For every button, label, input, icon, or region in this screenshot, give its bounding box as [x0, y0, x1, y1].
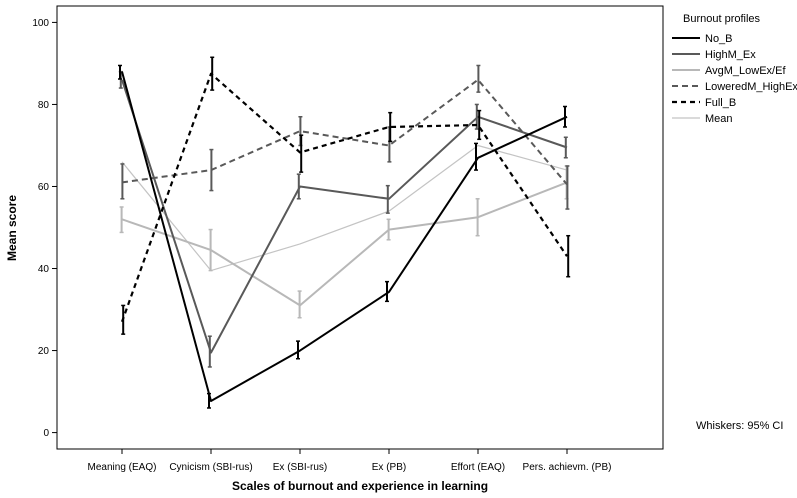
x-tick-label: Meaning (EAQ)	[88, 462, 157, 473]
ci-whisker	[118, 64, 122, 80]
series-line-avgm-lowex-ef	[121, 181, 568, 307]
ci-whisker	[297, 290, 302, 319]
legend-item-loweredm-highex-ef: LoweredM_HighEx/Ef	[672, 81, 797, 93]
legend-item-highm-ex: HighM_Ex	[672, 49, 756, 61]
series-full-b	[120, 56, 571, 335]
y-axis-title: Mean score	[5, 195, 19, 261]
ci-whisker	[208, 228, 213, 272]
ci-whisker	[388, 111, 393, 143]
legend-item-no-b: No_B	[672, 33, 733, 45]
ci-whisker	[563, 136, 568, 159]
y-tick-label: 0	[43, 428, 49, 439]
ci-whisker	[566, 234, 571, 278]
ci-whisker	[386, 218, 391, 241]
y-tick-label: 40	[38, 264, 50, 275]
ci-whisker	[563, 105, 567, 128]
ci-whisker	[119, 206, 124, 234]
series-highm-ex	[118, 70, 568, 368]
legend: Burnout profiles No_B HighM_Ex AvgM_LowEx/…	[672, 13, 797, 125]
ci-whisker	[120, 163, 125, 200]
x-tick-label: Cynicism (SBI-rus)	[169, 462, 252, 473]
x-tick-label: Ex (SBI-rus)	[273, 462, 327, 473]
x-tick-label: Pers. achievm. (PB)	[523, 462, 612, 473]
legend-item-avgm-lowex-ef: AvgM_LowEx/Ef	[672, 65, 786, 77]
legend-title: Burnout profiles	[683, 13, 761, 25]
series-layer	[118, 56, 571, 409]
ci-whisker	[209, 148, 214, 192]
y-tick-label: 60	[38, 182, 50, 193]
ci-whisker	[385, 184, 390, 214]
ci-whisker	[296, 340, 300, 360]
x-tick-label: Effort (EAQ)	[451, 462, 505, 473]
legend-label: Full_B	[705, 97, 736, 109]
y-axis: 0 20 40 60 80 100	[32, 18, 57, 439]
x-axis-title: Scales of burnout and experience in lear…	[232, 479, 488, 493]
ci-whisker	[210, 56, 215, 91]
legend-label: LoweredM_HighEx/Ef	[705, 81, 797, 93]
legend-label: AvgM_LowEx/Ef	[705, 65, 786, 77]
legend-label: Mean	[705, 113, 733, 125]
ci-whisker	[207, 392, 211, 409]
ci-note: Whiskers: 95% CI	[696, 420, 783, 432]
legend-item-mean: Mean	[672, 113, 733, 125]
ci-whisker	[296, 173, 301, 200]
ci-whisker	[476, 64, 481, 93]
ci-whisker	[207, 335, 212, 368]
y-tick-label: 100	[32, 18, 49, 29]
series-line-no-b	[121, 71, 568, 402]
series-loweredm-highex-ef	[120, 64, 570, 210]
ci-whisker	[475, 198, 480, 237]
series-no-b	[118, 64, 568, 409]
y-tick-label: 80	[38, 100, 50, 111]
series-line-highm-ex	[121, 79, 568, 354]
ci-whisker	[121, 304, 126, 335]
y-tick-label: 20	[38, 346, 50, 357]
legend-label: No_B	[705, 33, 733, 45]
legend-label: HighM_Ex	[705, 49, 756, 61]
x-axis: Meaning (EAQ) Cynicism (SBI-rus) Ex (SBI-r…	[88, 449, 612, 473]
x-tick-label: Ex (PB)	[372, 462, 406, 473]
series-line-loweredm-highex-ef	[121, 78, 568, 186]
series-line-mean	[121, 144, 568, 272]
series-line-full-b	[120, 72, 568, 323]
ci-whisker	[299, 134, 304, 173]
legend-item-full-b: Full_B	[672, 97, 736, 109]
plot-area	[56, 5, 664, 450]
ci-whisker	[474, 142, 478, 171]
series-mean	[121, 144, 568, 272]
ci-whisker	[477, 109, 482, 141]
ci-whisker	[385, 280, 389, 303]
ci-whisker	[565, 165, 570, 210]
